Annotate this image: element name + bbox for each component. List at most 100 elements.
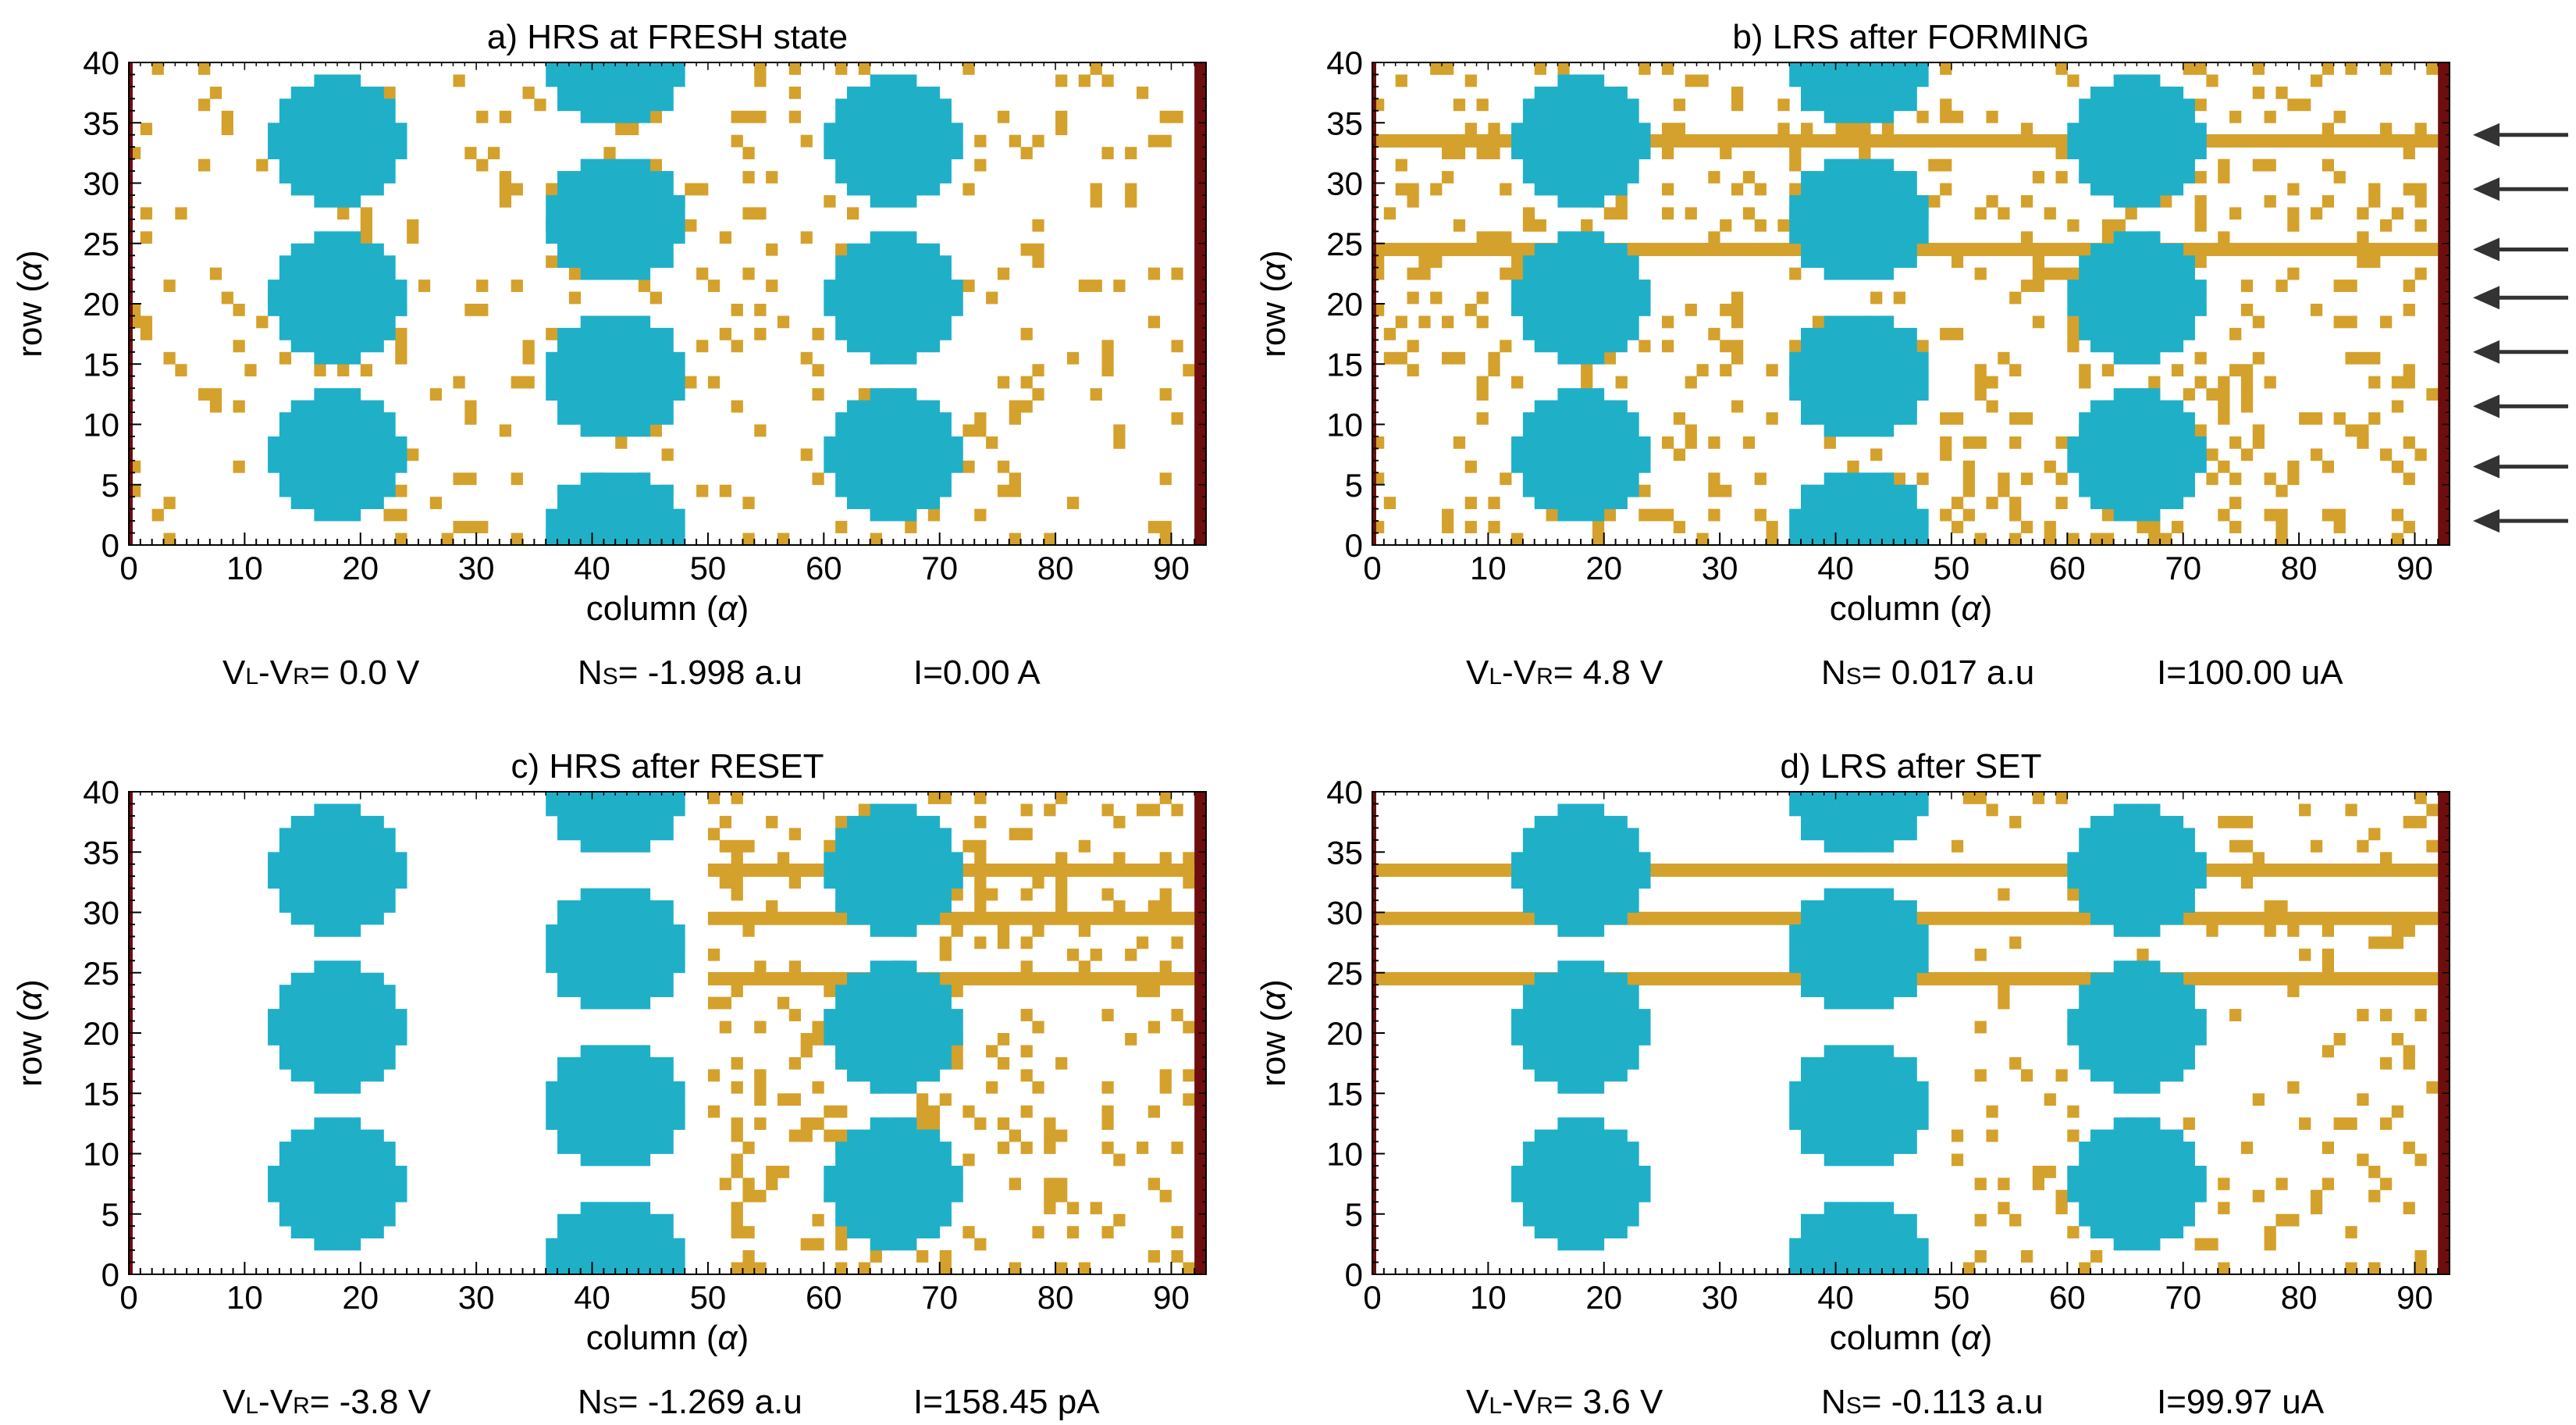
molecule-cell [557, 1226, 570, 1239]
defect-cell [1147, 267, 1161, 280]
molecule-cell [326, 864, 338, 877]
molecule-cell [360, 327, 373, 340]
molecule-cell [1627, 304, 1639, 316]
molecule-cell [673, 194, 685, 208]
molecule-cell [1847, 497, 1859, 510]
molecule-cell [615, 400, 628, 413]
defect-cell [707, 1105, 720, 1118]
molecule-cell [360, 400, 373, 413]
molecule-cell [1546, 291, 1558, 305]
molecule-cell [383, 1056, 396, 1070]
molecule-cell [2148, 171, 2161, 183]
molecule-cell [1823, 194, 1836, 208]
defect-cell [1407, 340, 1419, 353]
molecule-cell [2067, 448, 2080, 461]
molecule-cell [615, 364, 628, 377]
molecule-cell [1893, 364, 1905, 377]
molecule-cell [2160, 110, 2172, 123]
molecule-cell [580, 207, 592, 220]
molecule-cell [1870, 255, 1883, 269]
defect-cell [1090, 388, 1102, 401]
molecule-cell [337, 1045, 350, 1058]
molecule-cell [314, 484, 326, 497]
molecule-8 [2067, 231, 2207, 365]
molecule-cell [1823, 171, 1836, 183]
defect-cell [1159, 852, 1172, 865]
defect-cell [2322, 460, 2335, 473]
molecule-cell [1603, 315, 1617, 329]
molecule-cell [916, 424, 929, 437]
molecule-cell [2148, 315, 2161, 329]
molecule-cell [360, 876, 373, 889]
molecule-cell [568, 1213, 582, 1227]
defect-cell [2067, 1226, 2080, 1239]
molecule-cell [627, 472, 639, 486]
molecule-cell [557, 255, 570, 269]
molecule-cell [881, 327, 894, 340]
molecule-cell [1823, 98, 1836, 112]
molecule-cell [592, 62, 604, 75]
molecule-6 [546, 792, 685, 853]
molecule-cell [2148, 400, 2161, 413]
molecule-cell [1847, 207, 1859, 220]
molecule-cell [2125, 448, 2137, 461]
molecule-cell [337, 852, 350, 865]
x-tick-label: 20 [342, 550, 379, 586]
molecule-cell [1835, 472, 1848, 486]
defect-cell [395, 484, 407, 497]
molecule-cell [1603, 304, 1617, 316]
molecule-cell [314, 1069, 326, 1082]
molecule-cell [1581, 497, 1593, 510]
molecule-cell [557, 194, 570, 208]
molecule-cell [360, 304, 373, 316]
molecule-cell [326, 340, 338, 353]
molecule-cell [2171, 424, 2184, 437]
molecule-cell [927, 1142, 941, 1154]
molecule-cell [2148, 497, 2161, 510]
defect-cell [754, 1262, 767, 1275]
molecule-5 [546, 888, 685, 1010]
defect-cell [140, 231, 153, 244]
defect-cell [997, 936, 1010, 949]
molecule-cell [858, 815, 871, 828]
molecule-cell [905, 1189, 917, 1202]
molecule-cell [2079, 134, 2091, 148]
defect-cell [649, 110, 662, 123]
molecule-cell [916, 972, 929, 985]
molecule-cell [1905, 62, 1917, 75]
molecule-cell [268, 1021, 280, 1034]
molecule-cell [870, 1009, 882, 1021]
molecule-cell [615, 183, 628, 196]
molecule-cell [615, 924, 628, 937]
molecule-cell [939, 448, 952, 461]
defect-cell [1125, 194, 1137, 208]
molecule-cell [557, 912, 570, 925]
defect-cell [2240, 388, 2254, 401]
molecule-cell [1916, 376, 1929, 389]
molecule-cell [881, 1153, 894, 1167]
molecule-cell [927, 315, 941, 329]
molecule-cell [2137, 497, 2149, 510]
defect-cell [453, 74, 465, 87]
molecule-cell [2160, 86, 2172, 99]
v-sub-l: L [1489, 664, 1502, 689]
molecule-cell [638, 351, 651, 365]
defect-cell [2345, 1262, 2357, 1275]
molecule-cell [2148, 340, 2161, 353]
molecule-cell [2160, 171, 2172, 183]
defect-cell [766, 171, 778, 183]
molecule-cell [2160, 267, 2172, 280]
defect-cell [568, 267, 582, 280]
molecule-cell [1870, 484, 1883, 497]
defect-cell [1974, 533, 1987, 546]
molecule-cell [2090, 267, 2103, 280]
arrow-7 [2473, 123, 2568, 147]
molecule-cell [638, 533, 651, 546]
molecule-cell [870, 134, 882, 148]
molecule-cell [615, 171, 628, 183]
molecule-cell [2067, 280, 2080, 292]
molecule-cell [1881, 159, 1895, 172]
molecule-cell [927, 888, 941, 901]
defect-cell [2391, 533, 2404, 546]
molecule-cell [824, 280, 836, 292]
